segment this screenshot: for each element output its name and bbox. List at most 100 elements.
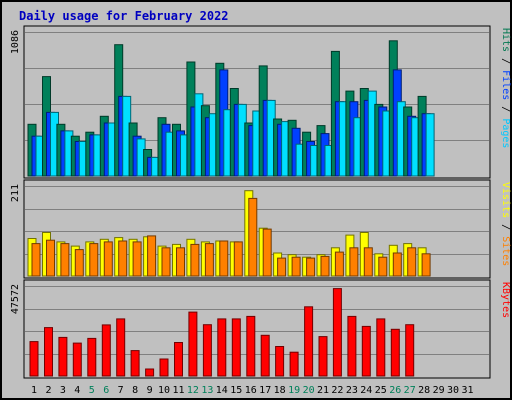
x-tick-label: 30: [447, 385, 459, 396]
bar-kbytes-day-23: [347, 315, 357, 377]
x-tick-label: 16: [245, 385, 257, 396]
x-tick-label: 22: [331, 385, 343, 396]
x-tick-label: 23: [346, 385, 358, 396]
bar-kbytes-day-8: [130, 350, 140, 377]
bar-kbytes-day-7: [116, 318, 126, 377]
legend-top: Hits / Files / Pages: [500, 28, 511, 148]
bar-sites-day-9: [147, 235, 157, 277]
x-tick-label: 9: [147, 385, 153, 396]
x-tick-label: 3: [60, 385, 66, 396]
bar-sites-day-22: [334, 251, 344, 277]
bar-kbytes-day-9: [145, 368, 155, 377]
x-tick-label: 13: [201, 385, 213, 396]
legend-entry: Sites: [500, 236, 511, 266]
legend-entry: /: [500, 52, 511, 70]
bar-sites-day-6: [103, 241, 113, 277]
legend-entry: Pages: [500, 118, 511, 148]
bar-sites-day-12: [190, 243, 200, 277]
x-tick-label: 18: [274, 385, 286, 396]
bar-kbytes-day-3: [58, 336, 68, 377]
legend-entry: /: [500, 218, 511, 236]
bar-kbytes-day-25: [376, 318, 386, 377]
legend-entry: /: [500, 100, 511, 118]
x-tick-label: 7: [118, 385, 124, 396]
bar-kbytes-day-16: [246, 315, 256, 377]
bar-sites-day-4: [74, 249, 84, 277]
panels: 1086 Hits / Files / Pages 211 Visits / Site…: [10, 25, 511, 379]
panel-bottom: 47572 KBytes: [10, 279, 511, 379]
bar-kbytes-day-4: [72, 342, 82, 377]
bar-sites-day-17: [262, 228, 272, 277]
bar-sites-day-15: [233, 241, 243, 277]
x-tick-label: 6: [103, 385, 109, 396]
bar-sites-day-3: [60, 243, 70, 277]
x-tick-label: 20: [303, 385, 315, 396]
x-tick-label: 12: [187, 385, 199, 396]
bar-kbytes-day-19: [289, 351, 299, 377]
bar-kbytes-day-6: [101, 324, 111, 377]
x-tick-label: 2: [45, 385, 51, 396]
x-tick-label: 27: [404, 385, 416, 396]
chart-title: Daily usage for February 2022: [19, 9, 229, 23]
bar-sites-day-5: [89, 243, 99, 277]
legend-middle: Visits / Sites: [500, 182, 511, 266]
bar-sites-day-8: [132, 241, 142, 277]
x-tick-label: 4: [74, 385, 80, 396]
bar-kbytes-day-14: [217, 318, 227, 377]
bar-kbytes-day-24: [361, 325, 371, 377]
x-tick-label: 10: [158, 385, 170, 396]
bar-sites-day-16: [248, 197, 258, 277]
x-tick-label: 5: [89, 385, 95, 396]
bar-kbytes-day-12: [188, 311, 198, 377]
x-tick-label: 21: [317, 385, 329, 396]
bar-sites-day-26: [392, 252, 402, 277]
legend-entry: Visits: [500, 182, 511, 218]
x-tick-label: 14: [216, 385, 228, 396]
bar-kbytes-day-1: [29, 341, 39, 377]
x-tick-label: 19: [288, 385, 300, 396]
bar-kbytes-day-10: [159, 358, 169, 377]
bar-kbytes-day-2: [44, 327, 53, 377]
bar-kbytes-day-15: [231, 318, 241, 377]
y-max-label: 47572: [10, 284, 21, 314]
bar-kbytes-day-5: [87, 337, 97, 377]
bar-kbytes-day-18: [275, 346, 285, 377]
bar-sites-day-23: [349, 247, 359, 277]
bar-kbytes-day-17: [260, 334, 270, 377]
bar-sites-day-20: [306, 257, 316, 277]
bar-sites-day-7: [118, 240, 128, 277]
bar-pages-day-28: [425, 113, 435, 177]
legend-entry: Hits: [500, 28, 511, 52]
x-tick-label: 26: [389, 385, 401, 396]
bar-kbytes-day-21: [318, 336, 328, 377]
bar-sites-day-2: [46, 239, 55, 277]
bar-sites-day-21: [320, 255, 330, 277]
bar-sites-day-28: [421, 253, 431, 277]
bar-sites-day-1: [31, 243, 41, 277]
panel-top: 1086 Hits / Files / Pages: [10, 25, 511, 179]
bar-sites-day-19: [291, 256, 301, 277]
bar-sites-day-14: [219, 240, 229, 277]
bar-kbytes-day-22: [332, 288, 342, 377]
legend-bottom: KBytes: [500, 282, 511, 318]
bar-kbytes-day-11: [174, 342, 183, 377]
x-tick-label: 11: [172, 385, 184, 396]
y-max-label: 1086: [10, 30, 21, 54]
bar-sites-day-13: [204, 243, 214, 277]
y-max-label: 211: [10, 184, 21, 202]
x-tick-label: 31: [461, 385, 473, 396]
bar-sites-day-18: [277, 257, 287, 277]
bar-kbytes-day-26: [390, 328, 400, 377]
x-tick-label: 28: [418, 385, 430, 396]
bar-sites-day-25: [378, 256, 388, 277]
x-tick-label: 25: [375, 385, 387, 396]
x-tick-label: 8: [132, 385, 138, 396]
bar-kbytes-day-27: [405, 324, 415, 377]
bar-kbytes-day-20: [304, 306, 314, 377]
bar-kbytes-day-13: [202, 324, 212, 377]
x-tick-label: 15: [230, 385, 242, 396]
bar-sites-day-11: [176, 247, 185, 277]
